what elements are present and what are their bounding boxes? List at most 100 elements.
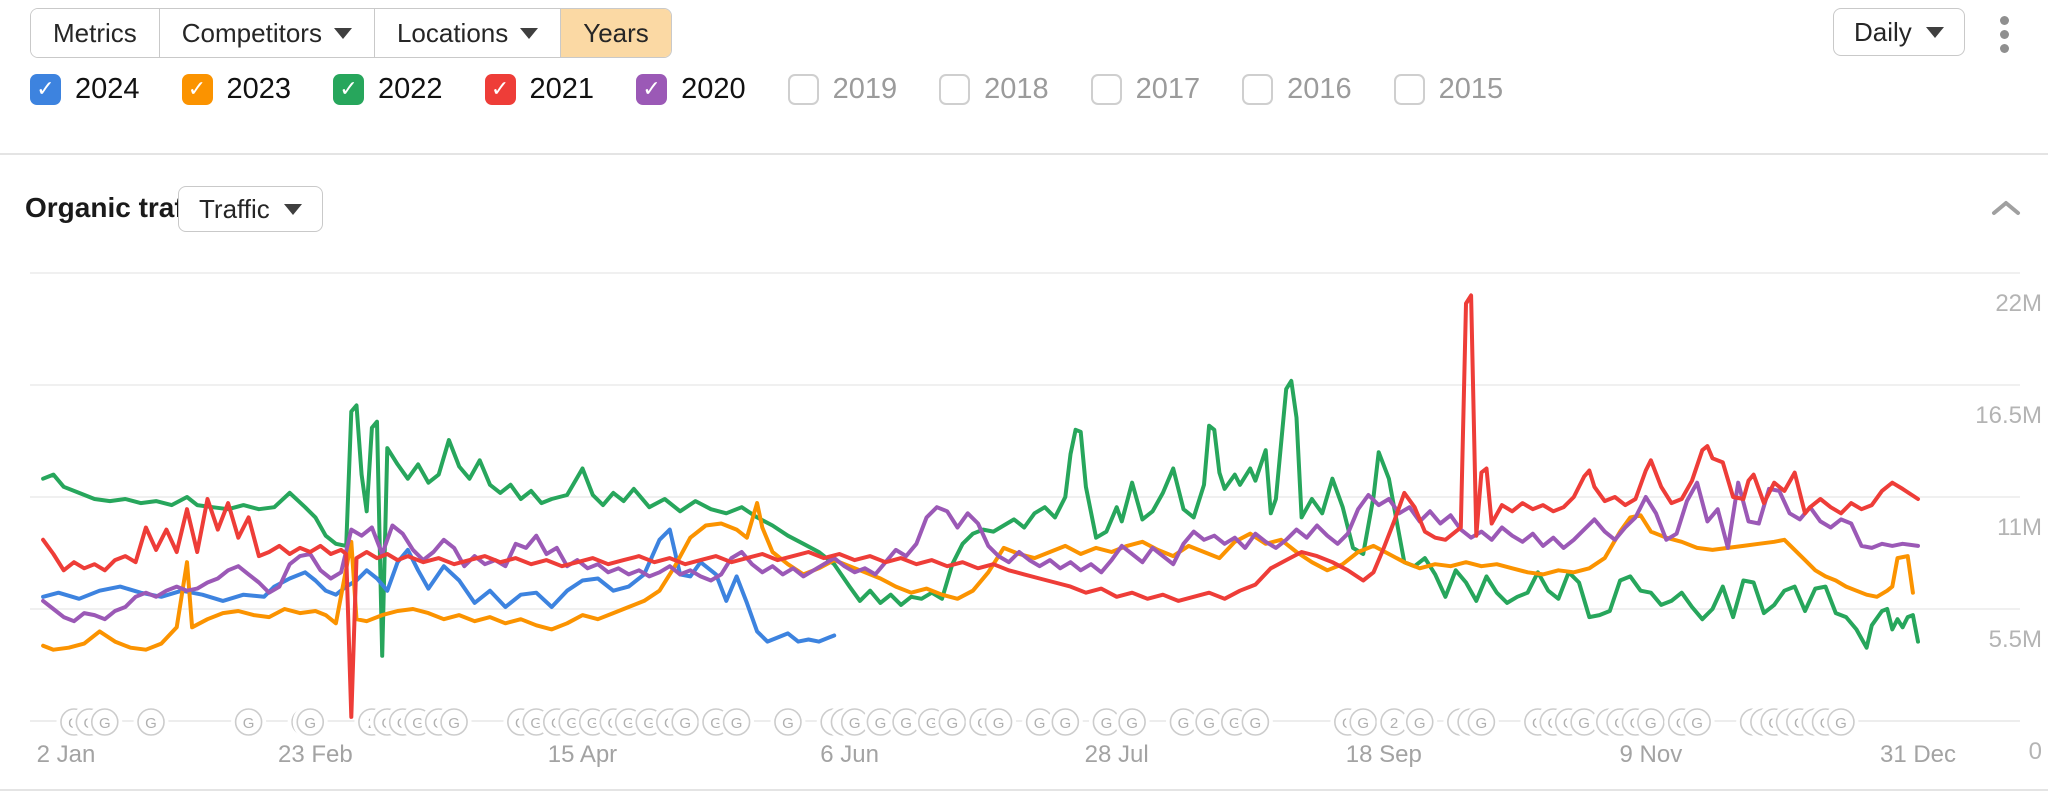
google-update-marker-icon[interactable] xyxy=(722,708,751,736)
google-update-marker-icon[interactable] xyxy=(1827,708,1855,736)
filter-toolbar: Metrics Competitors Locations Years xyxy=(30,8,672,58)
google-update-marker-icon[interactable] xyxy=(1118,708,1146,736)
year-filter-item-2020[interactable]: ✓ 2020 xyxy=(636,73,746,106)
google-update-marker-icon[interactable] xyxy=(1241,708,1270,736)
google-update-marker-label: G xyxy=(1178,715,1190,732)
google-update-marker-label: G xyxy=(731,715,743,732)
google-update-marker-label: G xyxy=(946,715,958,732)
header-divider xyxy=(0,153,2048,155)
traffic-line-2022[interactable] xyxy=(41,378,1920,658)
google-update-marker-label: G xyxy=(243,715,255,732)
checkbox-unchecked-icon[interactable] xyxy=(787,73,819,105)
collapse-section-button[interactable] xyxy=(1984,192,2028,224)
google-update-marker-label: G xyxy=(304,715,316,732)
year-filter-item-2016[interactable]: 2016 xyxy=(1242,73,1352,106)
google-update-marker-icon[interactable] xyxy=(984,708,1013,736)
year-label: 2022 xyxy=(378,72,443,105)
google-update-marker-label: G xyxy=(1691,715,1703,732)
filter-tab-years[interactable]: Years xyxy=(561,9,671,57)
google-update-marker-icon[interactable] xyxy=(440,708,468,736)
google-update-marker-label: G xyxy=(448,715,460,732)
metric-dropdown-label: Traffic xyxy=(199,193,270,224)
filter-tab-competitors-label: Competitors xyxy=(181,17,322,48)
google-update-marker-icon[interactable] xyxy=(296,708,325,736)
traffic-line-2020[interactable] xyxy=(41,480,1920,624)
x-axis-tick-label: 31 Dec xyxy=(1880,741,1956,768)
x-axis-tick-label: 15 Apr xyxy=(548,741,617,768)
google-update-marker-label: G xyxy=(1126,715,1138,732)
checkbox-checked-icon[interactable]: ✓ xyxy=(636,73,668,105)
traffic-line-2024[interactable] xyxy=(41,527,837,644)
x-axis-tick-label: 23 Feb xyxy=(278,741,353,768)
checkbox-unchecked-icon[interactable] xyxy=(1090,73,1122,105)
google-update-marker-label: G xyxy=(1250,715,1262,732)
google-update-marker-icon[interactable] xyxy=(774,708,802,736)
year-label: 2023 xyxy=(226,72,292,105)
google-update-marker-icon[interactable] xyxy=(1405,708,1434,736)
filter-tab-years-label: Years xyxy=(583,17,649,48)
google-update-marker-label: G xyxy=(412,715,424,732)
year-label: 2017 xyxy=(1135,72,1201,105)
google-update-marker-label: G xyxy=(1034,715,1046,732)
year-label: 2019 xyxy=(832,72,898,105)
filter-tab-metrics-label: Metrics xyxy=(53,17,137,48)
google-update-marker-label: G xyxy=(993,715,1005,732)
google-update-marker-label: G xyxy=(710,715,722,732)
google-update-marker-label: G xyxy=(99,715,111,732)
filter-tab-locations-label: Locations xyxy=(396,17,509,48)
google-update-marker-icon[interactable] xyxy=(1349,708,1378,736)
more-options-kebab-icon[interactable] xyxy=(1986,12,2022,56)
checkbox-checked-icon[interactable]: ✓ xyxy=(30,73,61,105)
google-update-marker-label: G xyxy=(679,715,691,732)
year-filter-item-2015[interactable]: 2015 xyxy=(1393,73,1503,106)
y-axis-tick-label: 22M xyxy=(1995,290,2042,317)
google-update-marker-label: G xyxy=(1059,715,1071,732)
google-update-marker-label: G xyxy=(145,715,157,732)
google-update-marker-icon[interactable] xyxy=(938,708,967,736)
organic-traffic-chart[interactable]: 22M 16.5M 11M 5.5M 0 2 Jan 23 Feb 15 Apr 6 Jun 28… xyxy=(0,240,2048,792)
granularity-dropdown-label: Daily xyxy=(1854,16,1912,47)
year-filter-item-2018[interactable]: 2018 xyxy=(939,73,1049,106)
filter-tab-locations[interactable]: Locations xyxy=(374,9,562,57)
google-update-marker-icon[interactable] xyxy=(671,708,700,736)
google-update-marker-icon[interactable] xyxy=(90,708,119,736)
google-update-marker-label: G xyxy=(1476,715,1488,732)
x-axis-tick-label: 2 Jan xyxy=(37,741,96,768)
year-filter-item-2017[interactable]: 2017 xyxy=(1090,72,1201,106)
bottom-divider xyxy=(0,789,2048,791)
google-update-marker-label: G xyxy=(587,715,599,732)
checkbox-checked-icon[interactable]: ✓ xyxy=(484,73,516,105)
traffic-line-2021[interactable] xyxy=(41,293,1920,719)
x-axis-tick-label: 28 Jul xyxy=(1085,741,1149,768)
google-update-marker-label: G xyxy=(875,715,887,732)
google-update-marker-icon[interactable] xyxy=(1637,708,1665,736)
filter-tab-competitors[interactable]: Competitors xyxy=(159,9,375,57)
filter-tab-metrics[interactable]: Metrics xyxy=(31,9,160,57)
year-filter-item-2021[interactable]: ✓ 2021 xyxy=(484,73,594,106)
google-update-marker-label: G xyxy=(1229,715,1241,732)
google-update-marker-label: G xyxy=(926,715,938,732)
granularity-dropdown[interactable]: Daily xyxy=(1833,8,1965,56)
y-axis-tick-label: 5.5M xyxy=(1989,626,2042,653)
checkbox-unchecked-icon[interactable] xyxy=(1242,73,1274,105)
google-update-marker-icon[interactable] xyxy=(137,708,165,736)
checkbox-unchecked-icon[interactable] xyxy=(939,73,971,105)
year-filter-item-2024[interactable]: ✓ 2024 xyxy=(30,73,140,106)
year-filter-item-2023[interactable]: ✓ 2023 xyxy=(181,72,292,106)
google-update-marker-label: G xyxy=(1578,715,1590,732)
google-update-marker-label: G xyxy=(643,715,655,732)
google-update-marker-icon[interactable] xyxy=(234,708,263,736)
google-update-marker-icon[interactable] xyxy=(1683,708,1711,736)
checkbox-checked-icon[interactable]: ✓ xyxy=(333,73,365,105)
metric-dropdown[interactable]: Traffic xyxy=(178,186,323,232)
year-filter-item-2022[interactable]: ✓ 2022 xyxy=(333,73,443,106)
checkbox-unchecked-icon[interactable] xyxy=(1393,73,1425,105)
google-update-marker-icon[interactable] xyxy=(1051,708,1080,736)
checkbox-checked-icon[interactable]: ✓ xyxy=(181,73,213,105)
y-axis-tick-label: 0 xyxy=(2029,738,2042,765)
google-update-marker-label: G xyxy=(1357,715,1369,732)
google-update-marker-label: G xyxy=(1414,715,1426,732)
google-update-marker-icon[interactable] xyxy=(1467,708,1496,736)
chevron-down-icon xyxy=(520,27,539,39)
year-filter-item-2019[interactable]: 2019 xyxy=(787,72,898,106)
